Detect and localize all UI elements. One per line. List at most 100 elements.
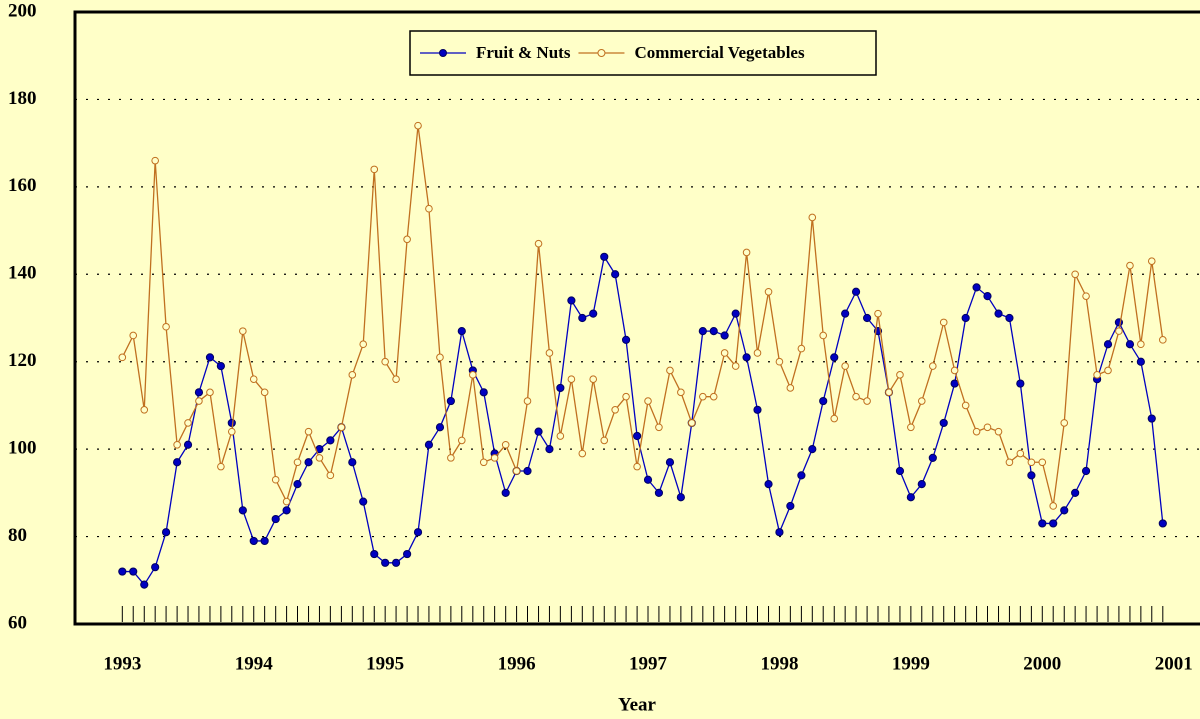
- data-point: [490, 454, 499, 462]
- data-point: [961, 401, 970, 410]
- data-point: [534, 239, 543, 248]
- data-point: [118, 353, 127, 362]
- data-point: [841, 309, 850, 318]
- data-point: [1060, 506, 1069, 515]
- data-point: [129, 331, 138, 340]
- data-point: [469, 371, 477, 379]
- data-point: [1016, 449, 1025, 458]
- data-point: [457, 327, 466, 336]
- data-point: [676, 493, 685, 502]
- data-point: [797, 471, 806, 480]
- y-tick-label: 120: [8, 350, 37, 371]
- data-point: [348, 458, 357, 467]
- data-point: [589, 309, 598, 318]
- data-point: [753, 349, 762, 357]
- data-point: [578, 313, 587, 323]
- data-point: [545, 349, 554, 357]
- data-point: [271, 514, 280, 524]
- data-point: [1049, 502, 1057, 510]
- data-point: [425, 204, 433, 213]
- data-point: [447, 454, 455, 462]
- data-point: [249, 375, 258, 384]
- x-tick-label: 1994: [235, 653, 274, 674]
- data-point: [1027, 458, 1036, 467]
- data-point: [698, 327, 707, 336]
- data-point: [830, 353, 839, 362]
- plot-frame: [73, 10, 1200, 626]
- y-tick-label: 180: [8, 88, 37, 109]
- data-point: [895, 466, 905, 476]
- data-point: [742, 353, 751, 362]
- x-tick-label: 1993: [103, 653, 141, 674]
- data-point: [1147, 257, 1156, 265]
- data-point: [874, 309, 882, 318]
- data-point: [720, 331, 729, 340]
- data-point: [665, 458, 675, 467]
- data-point: [446, 396, 455, 406]
- data-point: [206, 388, 214, 397]
- data-point: [359, 497, 368, 506]
- data-point: [852, 392, 860, 401]
- data-point: [1005, 458, 1014, 467]
- data-point: [391, 558, 401, 567]
- data-point: [315, 454, 324, 462]
- data-point: [370, 165, 379, 174]
- data-point: [1005, 313, 1014, 323]
- data-point: [326, 471, 335, 480]
- data-point: [983, 423, 992, 432]
- data-point: [600, 436, 609, 445]
- data-point: [403, 235, 411, 244]
- data-point: [151, 156, 159, 165]
- data-point: [1136, 357, 1145, 366]
- data-point: [666, 366, 674, 375]
- data-point: [1158, 519, 1167, 528]
- data-point: [512, 467, 521, 475]
- data-point: [983, 292, 992, 301]
- data-point: [917, 397, 926, 405]
- data-point: [260, 388, 269, 397]
- data-point: [622, 392, 630, 401]
- data-point: [808, 445, 817, 454]
- data-point: [841, 362, 849, 370]
- data-point: [392, 375, 400, 384]
- data-point: [1093, 371, 1101, 379]
- x-tick-label: 1997: [629, 653, 668, 674]
- data-point: [994, 427, 1003, 436]
- data-point: [643, 475, 653, 484]
- data-point: [972, 283, 981, 292]
- x-tick-label: 2000: [1023, 653, 1061, 674]
- x-tick-label: 2001: [1155, 653, 1193, 674]
- legend-swatch-marker: [597, 49, 606, 57]
- x-tick-label: 1996: [498, 653, 536, 674]
- data-point: [381, 357, 389, 366]
- data-point: [435, 423, 445, 432]
- data-point: [720, 349, 729, 357]
- data-point: [589, 375, 598, 384]
- data-point: [929, 362, 937, 370]
- data-point: [654, 488, 664, 497]
- data-point: [731, 309, 740, 318]
- data-point: [699, 392, 707, 401]
- data-point: [293, 458, 302, 467]
- data-point: [293, 480, 302, 489]
- data-point: [173, 458, 182, 467]
- data-point: [282, 497, 291, 506]
- data-point: [917, 480, 926, 489]
- data-point: [786, 501, 795, 511]
- data-point: [1125, 340, 1135, 349]
- data-point: [742, 248, 751, 257]
- data-point: [304, 427, 313, 436]
- data-point: [709, 392, 718, 401]
- data-point: [578, 449, 587, 458]
- data-point: [775, 528, 784, 537]
- data-point: [140, 406, 149, 414]
- data-point: [151, 563, 160, 572]
- data-point: [1038, 458, 1047, 467]
- data-point: [414, 121, 422, 130]
- data-point: [1081, 466, 1091, 476]
- data-point: [359, 340, 368, 349]
- data-point: [808, 213, 817, 222]
- y-tick-label: 160: [8, 175, 37, 196]
